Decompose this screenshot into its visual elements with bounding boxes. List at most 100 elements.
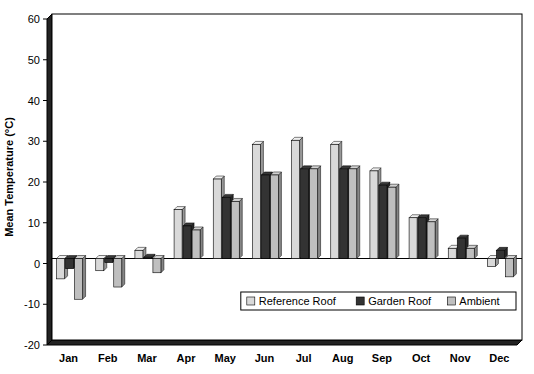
legend-swatch	[247, 297, 255, 305]
bar-top	[292, 137, 303, 140]
legend-label: Reference Roof	[259, 295, 337, 307]
bar-side	[278, 172, 281, 259]
x-tick-label: Aug	[332, 352, 353, 364]
bar-front	[174, 210, 182, 259]
y-tick	[43, 59, 47, 60]
bar-top	[418, 215, 429, 218]
bar	[388, 184, 399, 258]
bar-side	[357, 166, 360, 259]
bar-side	[239, 198, 242, 258]
y-tick	[43, 19, 47, 20]
bar-top	[466, 245, 477, 248]
bars	[52, 137, 522, 299]
bar-front	[252, 144, 260, 258]
bar-front	[222, 197, 230, 258]
bar-top	[427, 219, 438, 222]
bar-side	[513, 256, 516, 277]
bar-front	[231, 201, 239, 258]
y-tick	[43, 182, 47, 183]
y-axis-label: Mean Temperature (°C)	[3, 117, 15, 237]
bar-side	[396, 184, 399, 258]
bar-top	[183, 223, 194, 226]
bar-top	[222, 194, 233, 197]
frame-floor	[47, 340, 522, 345]
bar	[114, 256, 125, 288]
bar-front	[457, 238, 465, 258]
legend-label: Ambient	[459, 295, 499, 307]
bar-top	[144, 254, 155, 257]
bar-front	[144, 257, 152, 258]
bar-front	[292, 140, 300, 258]
bar-top	[388, 184, 399, 187]
bar-top	[153, 256, 164, 259]
y-tick-label: 20	[28, 176, 40, 188]
bar	[75, 256, 86, 300]
bar-front	[409, 218, 417, 259]
legend: Reference Roof Garden Roof Ambient	[241, 292, 516, 310]
bar-front	[192, 230, 200, 259]
bar-front	[370, 171, 378, 259]
bar-side	[435, 219, 438, 259]
bar	[505, 256, 516, 277]
bar-front	[340, 169, 348, 259]
bar-top	[174, 207, 185, 210]
bar-top	[457, 235, 468, 238]
bar-top	[349, 166, 360, 169]
y-tick-label: -20	[24, 339, 40, 351]
bar-top	[252, 141, 263, 144]
x-tick-label: Feb	[98, 352, 118, 364]
bar-top	[114, 256, 125, 259]
bar	[427, 219, 438, 259]
bar	[270, 172, 281, 259]
plot-area	[52, 14, 522, 340]
y-tick-label: 60	[28, 13, 40, 25]
bar-front	[183, 226, 191, 259]
x-tick-label: Dec	[489, 352, 509, 364]
bar-front	[331, 144, 339, 258]
bar-top	[505, 256, 516, 259]
bar-front	[153, 259, 161, 273]
bar-top	[75, 256, 86, 259]
y-tick	[43, 263, 47, 264]
y-tick-label: 30	[28, 135, 40, 147]
bar-front	[418, 218, 426, 259]
bar-front	[301, 169, 309, 259]
bar-front	[466, 248, 474, 258]
bar-front	[448, 248, 456, 258]
bar-front	[57, 259, 65, 279]
bar-front	[379, 185, 387, 258]
bar-top	[379, 182, 390, 185]
x-tick-label: Jun	[255, 352, 275, 364]
bar-top	[496, 247, 507, 250]
bar-front	[135, 250, 143, 258]
bar-front	[349, 169, 357, 259]
x-tick-label: Jul	[296, 352, 312, 364]
bar	[349, 166, 360, 259]
bar-front	[261, 175, 269, 259]
bar	[153, 256, 164, 273]
y-tick-label: 50	[28, 54, 40, 66]
bar-front	[496, 250, 504, 258]
legend-box	[241, 292, 516, 310]
bar-front	[96, 259, 104, 271]
bar-front	[213, 179, 221, 258]
y-tick-label: 0	[34, 258, 40, 270]
bar	[466, 245, 477, 258]
y-tick	[43, 141, 47, 142]
bar-side	[318, 166, 321, 259]
bar	[496, 247, 507, 258]
x-tick-label: Apr	[177, 352, 197, 364]
bar-side	[200, 227, 203, 259]
bar-front	[105, 259, 113, 263]
legend-label: Garden Roof	[368, 295, 432, 307]
y-tick-label: -10	[24, 298, 40, 310]
bar-front	[427, 222, 435, 259]
x-tick-label: Jan	[59, 352, 78, 364]
bar	[310, 166, 321, 259]
bar-front	[270, 175, 278, 259]
y-tick-label: 40	[28, 95, 40, 107]
y-tick-label: 10	[28, 217, 40, 229]
bar	[192, 227, 203, 259]
bar-top	[231, 198, 242, 201]
bar-side	[122, 256, 125, 288]
